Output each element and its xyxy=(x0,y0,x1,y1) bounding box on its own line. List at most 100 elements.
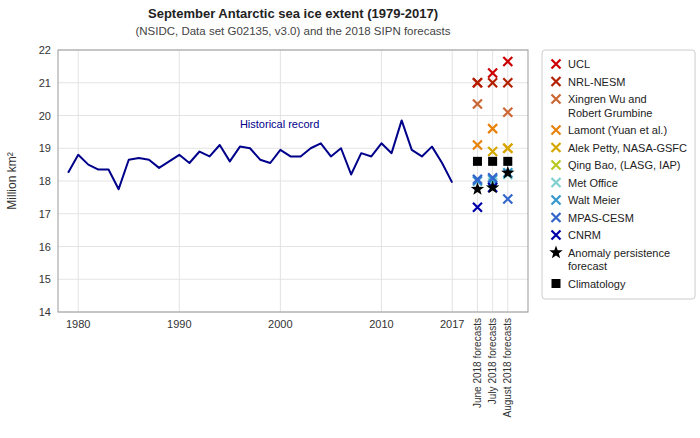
y-tick-label: 16 xyxy=(39,241,51,253)
legend-label-line: Alek Petty, NASA-GSFC xyxy=(568,142,687,154)
point-marker xyxy=(501,166,514,179)
legend-label: UCL xyxy=(568,58,590,70)
legend-marker xyxy=(552,178,561,187)
grid-line xyxy=(58,213,528,214)
grid-line xyxy=(58,279,528,280)
point-marker xyxy=(488,157,497,166)
legend-label: CNRM xyxy=(568,229,601,241)
legend-marker xyxy=(552,279,561,288)
legend-label: Xingren Wu and Robert Grumbine xyxy=(568,93,652,119)
legend: UCL NRL-NESM Xingren Wu and Robert Grumbine… xyxy=(542,50,695,299)
marks xyxy=(68,57,514,212)
legend-label-line: forecast xyxy=(568,260,607,272)
y-tick-label: 17 xyxy=(39,208,51,220)
legend-label: NRL-NESM xyxy=(568,76,625,88)
legend-label-line: Anomaly persistence xyxy=(568,247,670,259)
x-tick-label: June 2018 forecasts xyxy=(472,318,483,408)
legend-marker xyxy=(552,231,561,240)
point-marker xyxy=(488,124,497,133)
x-tick-label: August 2018 forecasts xyxy=(502,318,513,418)
legend-marker xyxy=(549,246,562,259)
legend-label-line: Qing Bao, (LASG, IAP) xyxy=(568,159,681,171)
legend-label-line: Xingren Wu and xyxy=(568,93,647,105)
grid-line xyxy=(280,50,281,312)
legend-marker xyxy=(552,126,561,135)
legend-label-line: CNRM xyxy=(568,229,601,241)
x-tick-label: July 2018 forecasts xyxy=(487,318,498,404)
legend-marker xyxy=(552,161,561,170)
point-marker xyxy=(503,57,512,66)
legend-box xyxy=(542,50,695,299)
point-marker xyxy=(471,182,484,195)
y-tick-label: 21 xyxy=(39,77,51,89)
legend-marker xyxy=(552,95,561,104)
y-axis-label: Million km² xyxy=(5,152,19,209)
point-marker xyxy=(503,157,512,166)
grid-line xyxy=(58,82,528,83)
point-marker xyxy=(473,78,482,87)
grid-line xyxy=(58,181,528,182)
point-marker xyxy=(473,78,482,87)
legend-label-line: NRL-NESM xyxy=(568,76,625,88)
line xyxy=(68,120,452,189)
grid-line xyxy=(179,50,180,312)
y-tick-label: 22 xyxy=(39,44,51,56)
point-marker xyxy=(473,140,482,149)
point-marker xyxy=(486,181,499,194)
point-marker xyxy=(503,195,512,204)
point-marker xyxy=(473,203,482,212)
point-marker xyxy=(488,78,497,87)
legend-label-line: MPAS-CESM xyxy=(568,212,634,224)
grid-line xyxy=(58,115,528,116)
legend-label: Alek Petty, NASA-GSFC xyxy=(568,142,687,154)
legend-label: Met Office xyxy=(568,177,618,189)
plot-frame xyxy=(58,50,528,312)
grid xyxy=(58,50,528,312)
grid-line xyxy=(507,50,508,312)
y-tick-label: 18 xyxy=(39,175,51,187)
legend-marker xyxy=(552,60,561,69)
legend-label: Anomaly persistenceforecast xyxy=(568,247,670,273)
annotation: Historical record xyxy=(240,118,319,130)
subtitle: (NSIDC, Data set G02135, v3.0) and the 2… xyxy=(135,25,450,37)
x-tick-label: 1990 xyxy=(167,318,191,330)
point-marker xyxy=(503,108,512,117)
x-tick-label: 2017 xyxy=(440,318,464,330)
y-tick-label: 19 xyxy=(39,142,51,154)
legend-label-line: Met Office xyxy=(568,177,618,189)
legend-label: Lamont (Yuan et al.) xyxy=(568,124,667,136)
legend-label: MPAS-CESM xyxy=(568,212,634,224)
legend-label: Qing Bao, (LASG, IAP) xyxy=(568,159,681,171)
x-tick-label: 2010 xyxy=(369,318,393,330)
y-tick-label: 20 xyxy=(39,110,51,122)
legend-label-line: UCL xyxy=(568,58,590,70)
legend-marker xyxy=(552,213,561,222)
legend-marker xyxy=(552,143,561,152)
title: September Antarctic sea ice extent (1979… xyxy=(148,6,438,21)
x-tick-label: 1980 xyxy=(66,318,90,330)
axes: 14 15 16 17 18 19 20 21 22 1980 1990 2000 2010 2017 Ju… xyxy=(39,44,528,418)
point-marker xyxy=(503,144,512,153)
legend-label-line: Walt Meier xyxy=(568,194,620,206)
grid-line xyxy=(58,246,528,247)
point-marker xyxy=(488,68,497,77)
legend-marker xyxy=(552,196,561,205)
legend-label: Climatology xyxy=(568,278,626,290)
point-marker xyxy=(503,144,512,153)
grid-line xyxy=(381,50,382,312)
legend-label-line: Climatology xyxy=(568,278,626,290)
point-marker xyxy=(488,147,497,156)
legend-label: Walt Meier xyxy=(568,194,620,206)
point-marker xyxy=(503,78,512,87)
point-marker xyxy=(473,100,482,109)
legend-marker xyxy=(552,77,561,86)
y-tick-label: 14 xyxy=(39,306,51,318)
legend-label-line: Lamont (Yuan et al.) xyxy=(568,124,667,136)
chart: September Antarctic sea ice extent (1979… xyxy=(0,0,700,438)
legend-label-line: Robert Grumbine xyxy=(568,107,652,119)
x-tick-label: 2000 xyxy=(268,318,292,330)
grid-line xyxy=(78,50,79,312)
point-marker xyxy=(473,157,482,166)
grid-line xyxy=(58,148,528,149)
y-tick-label: 15 xyxy=(39,273,51,285)
